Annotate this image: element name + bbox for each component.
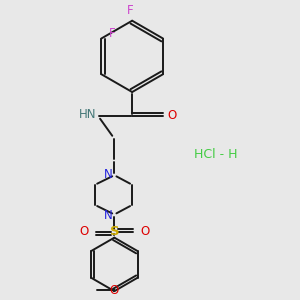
Text: N: N [103, 168, 112, 181]
Text: O: O [167, 109, 176, 122]
Text: N: N [103, 209, 112, 222]
Text: O: O [80, 225, 88, 238]
Text: F: F [128, 4, 134, 17]
Text: O: O [110, 284, 119, 297]
Text: S: S [110, 225, 119, 238]
Text: F: F [109, 27, 116, 40]
Text: O: O [140, 225, 149, 238]
Text: HN: HN [79, 108, 97, 122]
Text: HCl - H: HCl - H [194, 148, 237, 161]
